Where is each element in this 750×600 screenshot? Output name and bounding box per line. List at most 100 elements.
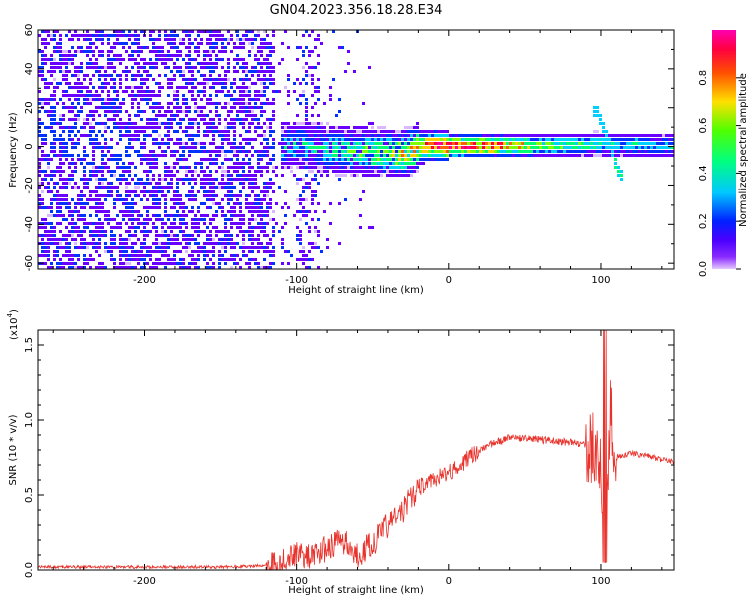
spectrogram-cell [554,142,557,145]
spectrogram-cell [200,114,203,117]
spectrogram-cell [155,242,158,245]
spectrogram-cell [296,166,299,169]
spectrogram-cell [143,206,146,209]
spectrogram-cell [47,238,50,241]
spectrogram-cell [326,150,329,153]
spectrogram-cell [131,226,134,229]
spectrogram-cell [206,30,209,33]
spectrogram-cell [197,162,200,165]
spectrogram-cell [266,78,269,81]
spectrogram-cell [116,110,119,113]
spectrogram-cell [662,138,665,141]
spectrogram-cell [305,154,308,157]
spectrogram-cell [356,134,359,137]
spectrogram-cell [83,186,86,189]
spectrogram-cell [521,146,524,149]
spectrogram-cell [302,130,305,133]
spectrogram-cell [251,174,254,177]
spectrogram-cell [98,122,101,125]
spectrogram-cell [311,138,314,141]
spectrogram-cell [311,122,314,125]
spectrogram-cell [149,178,152,181]
spectrogram-cell [47,98,50,101]
spectrogram-cell [644,142,647,145]
spectrogram-cell [329,94,332,97]
spectrogram-cell [50,130,53,133]
spectrogram-cell [251,250,254,253]
spectrogram-cell [626,142,629,145]
spectrogram-cell [98,38,101,41]
spectrogram-cell [380,126,383,129]
spectrogram-cell [254,54,257,57]
spectrogram-cell [434,142,437,145]
spectrogram-cell [299,210,302,213]
spectrogram-cell [341,126,344,129]
spectrogram-cell [212,78,215,81]
spectrogram-cell [209,170,212,173]
spectrogram-cell [224,158,227,161]
spectrogram-cell [176,226,179,229]
spectrogram-cell [551,142,554,145]
spectrogram-cell [257,150,260,153]
spectrogram-cell [68,222,71,225]
spectrogram-cell [650,134,653,137]
spectrogram-cell [260,222,263,225]
spectrogram-cell [89,162,92,165]
spectrogram-cell [71,170,74,173]
spectrogram-cell [308,126,311,129]
spectrogram-cell [74,238,77,241]
spectrogram-cell [224,150,227,153]
spectrogram-cell [164,174,167,177]
spectrogram-cell [584,146,587,149]
spectrogram-cell [173,198,176,201]
spectrogram-cell [92,86,95,89]
spectrogram-cell [272,30,275,33]
spectrogram-cell [116,34,119,37]
spectrogram-cell [440,130,443,133]
spectrogram-cell [260,210,263,213]
spectrogram-cell [131,246,134,249]
spectrogram-cell [359,146,362,149]
spectrogram-cell [44,218,47,221]
spectrogram-cell [83,174,86,177]
spectrogram-cell [77,234,80,237]
spectrogram-cell [314,194,317,197]
spectrogram-cell [239,46,242,49]
spectrogram-cell [104,198,107,201]
spectrogram-cell [266,58,269,61]
spectrogram-cell [92,74,95,77]
spectrogram-cell [314,142,317,145]
spectrogram-cell [278,142,281,145]
spectrogram-cell [260,66,263,69]
spectrogram-cell [146,222,149,225]
spectrogram-cell [122,262,125,265]
spectrogram-cell [284,146,287,149]
spectrogram-cell [185,86,188,89]
spectrogram-cell [245,142,248,145]
spectrogram-cell [50,66,53,69]
spectrogram-cell [275,90,278,93]
spectrogram-cell [197,230,200,233]
spectrogram-cell [53,250,56,253]
spectrogram-cell [281,226,284,229]
spectrogram-cell [248,174,251,177]
spectrogram-cell [110,226,113,229]
spectrogram-cell [257,126,260,129]
spectrogram-cell [299,178,302,181]
spectrogram-cell [296,238,299,241]
spectrogram-cell [458,138,461,141]
spectrogram-cell [149,206,152,209]
spectrogram-cell [314,154,317,157]
spectrogram-cell [131,90,134,93]
spectrogram-cell [512,154,515,157]
spectrogram-cell [188,90,191,93]
spectrogram-cell [257,118,260,121]
spectrogram-cell [122,166,125,169]
spectrogram-cell [242,174,245,177]
spectrogram-cell [68,94,71,97]
spectrogram-cell [167,50,170,53]
spectrogram-cell [125,34,128,37]
spectrogram-cell [266,214,269,217]
spectrogram-cell [260,174,263,177]
spectrogram-cell [50,174,53,177]
